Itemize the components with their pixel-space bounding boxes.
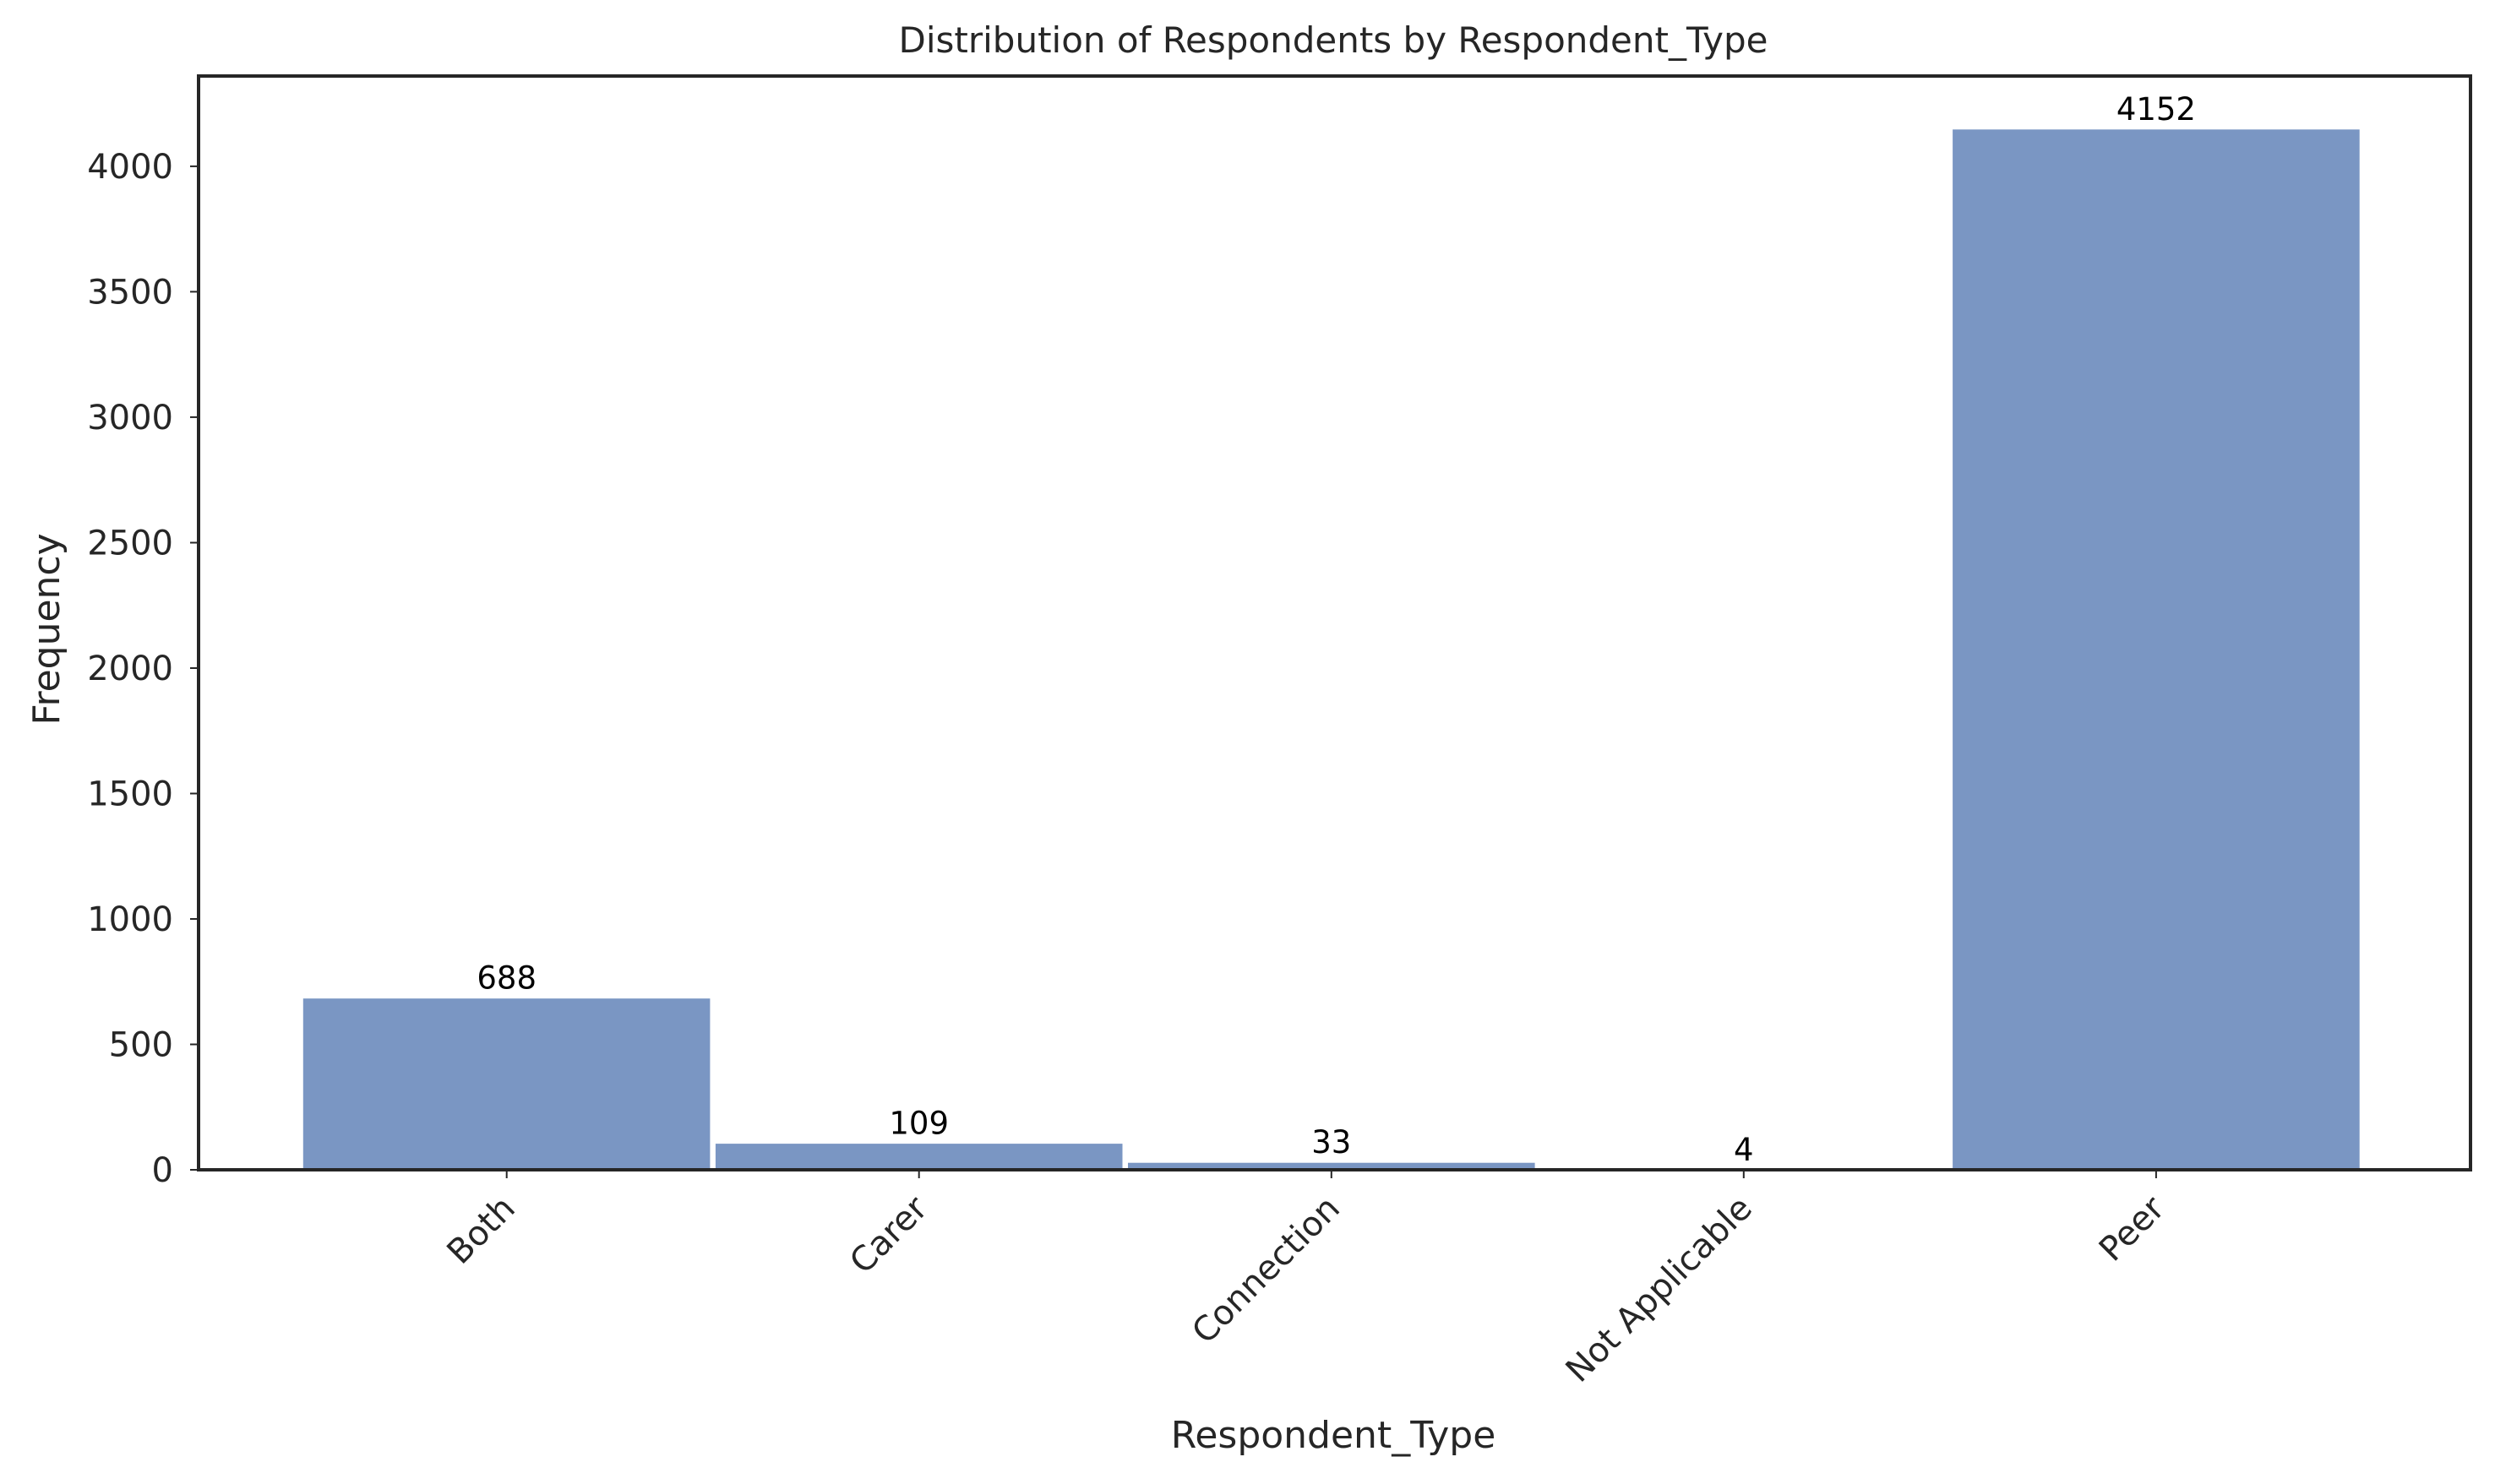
y-tick-label: 500 <box>109 1026 173 1065</box>
axes-frame <box>197 74 2472 1171</box>
bar-value-label: 4152 <box>2116 91 2196 128</box>
y-tick-label: 0 <box>152 1151 173 1190</box>
y-tick-label: 1500 <box>87 775 173 814</box>
bar-value-label: 688 <box>477 960 537 997</box>
chart-title: Distribution of Respondents by Responden… <box>899 19 1768 61</box>
y-tick-label: 2000 <box>87 650 173 688</box>
bar-carer <box>712 1141 1125 1171</box>
bar-both <box>300 996 713 1171</box>
y-tick-label: 3000 <box>87 399 173 438</box>
bar-value-label: 33 <box>1311 1124 1351 1161</box>
y-tick-label: 1000 <box>87 900 173 939</box>
bar-value-label: 109 <box>889 1106 949 1142</box>
bar-value-label: 4 <box>1734 1132 1754 1168</box>
y-tick-label: 3500 <box>87 273 173 312</box>
y-tick-label: 4000 <box>87 148 173 187</box>
x-axis-label: Respondent_Type <box>1171 1414 1496 1457</box>
y-tick-label: 2500 <box>87 525 173 563</box>
bar-peer <box>1950 127 2362 1171</box>
y-axis-label: Frequency <box>25 533 68 725</box>
